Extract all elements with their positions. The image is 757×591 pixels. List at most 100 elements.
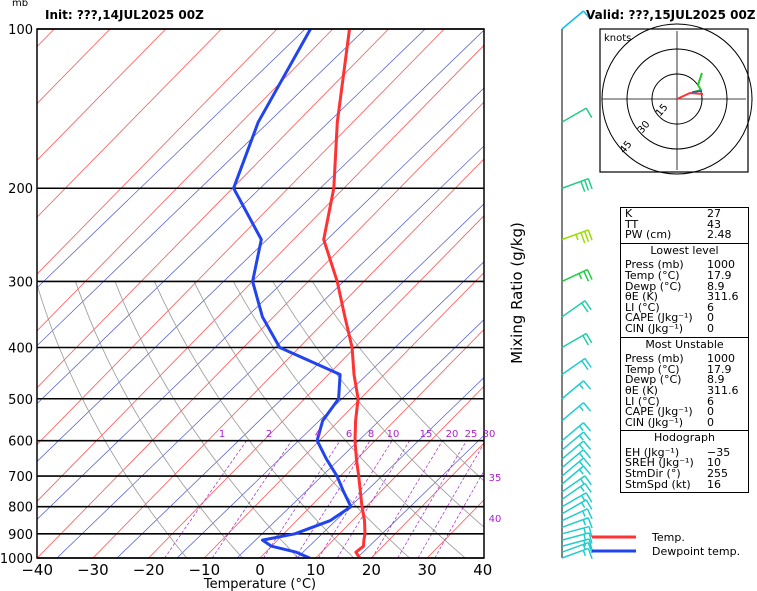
- wind-barb: [561, 517, 593, 529]
- hodograph-title: knots: [604, 33, 631, 44]
- mixing-ratio-line: [434, 470, 484, 558]
- barb-flag: [582, 380, 592, 390]
- section-title: Lowest level: [650, 243, 719, 257]
- mixing-ratio-line: [211, 440, 292, 558]
- mixing-ratio-label: 15: [420, 429, 433, 440]
- hodograph-frame: [599, 28, 749, 173]
- moist-adiabat-reference: [356, 434, 484, 558]
- barb-half-flag: [581, 510, 586, 517]
- temperature-tick-label: −10: [188, 561, 220, 579]
- stat-row: StmDir (°) 255: [621, 467, 748, 481]
- stat-row: Temp (°C) 17.9: [621, 362, 748, 376]
- stat-label: CIN (Jkg⁻¹): [625, 321, 684, 335]
- mixing-ratio-label: 8: [368, 429, 374, 440]
- stat-label: CAPE (Jkg⁻¹): [625, 311, 693, 325]
- barb-flag: [582, 10, 592, 20]
- stat-label: CAPE (Jkg⁻¹): [625, 405, 693, 419]
- axes: 1 2 4 6 8 10 15 20 25 303540100200300400500600700…: [0, 23, 526, 591]
- stat-label: Dewp (°C): [625, 373, 682, 387]
- barb-half-flag: [580, 495, 586, 501]
- temperature-tick-label: 40: [473, 561, 492, 579]
- isotherm: [92, 158, 484, 558]
- temperature-tick-label: 30: [418, 561, 437, 579]
- pressure-tick-label: 500: [8, 393, 33, 408]
- mixing-ratio-line: [397, 440, 467, 558]
- wind-barb: [561, 547, 593, 560]
- stat-row: CIN (Jkg⁻¹) 0: [621, 321, 748, 335]
- barb-flag: [583, 231, 590, 242]
- stat-label: StmDir (°): [625, 467, 681, 481]
- stat-label: CIN (Jkg⁻¹): [625, 415, 684, 429]
- temperature-tick-label: −40: [21, 561, 53, 579]
- lowest-level-section: Lowest level Press (mb) 1000 Temp (°C) 17.…: [621, 244, 748, 338]
- wind-barb: [561, 475, 592, 493]
- wind-barb: [561, 268, 593, 283]
- barb-half-flag: [582, 519, 587, 526]
- barb-half-flag: [582, 549, 587, 557]
- wind-barb: [561, 177, 593, 192]
- barb-flag: [582, 335, 590, 346]
- moist-adiabat-reference: [37, 29, 306, 289]
- barb-half-flag: [583, 540, 587, 547]
- barb-flag: [580, 232, 586, 244]
- barb-flag: [588, 538, 593, 550]
- legend-label-temp: Temp.: [652, 531, 685, 544]
- wind-barb: [561, 525, 593, 538]
- wind-barb: [561, 357, 592, 376]
- dry-adiabat: [232, 281, 466, 558]
- section-title: Hodograph: [654, 431, 715, 445]
- barb-staff: [561, 475, 586, 493]
- stat-value: 0: [707, 415, 714, 429]
- barb-staff: [561, 380, 584, 400]
- mixing-ratio-label: 4: [315, 429, 321, 440]
- stat-value: 1000: [707, 258, 735, 272]
- wind-barb: [561, 482, 592, 501]
- barb-half-flag: [579, 486, 585, 492]
- stat-label: Dewp (°C): [625, 279, 682, 293]
- mixing-ratio-line: [164, 440, 247, 558]
- barb-half-flag: [583, 527, 587, 534]
- index-label: PW (cm): [625, 228, 672, 242]
- mixing-ratio-label: 35: [489, 473, 502, 484]
- section-title: Most Unstable: [645, 337, 724, 351]
- index-value: 27: [707, 207, 721, 220]
- stat-label: LI (°C): [625, 300, 660, 314]
- barb-half-flag: [582, 544, 587, 551]
- mixing-ratio-line: [417, 442, 484, 558]
- hodograph-storm-trace: [676, 91, 704, 100]
- stat-value: 16: [707, 477, 721, 491]
- wind-barb: [561, 300, 592, 318]
- stat-value: 10: [707, 456, 721, 470]
- barb-flag: [585, 499, 593, 510]
- barb-flag: [582, 402, 592, 412]
- isobars: [37, 28, 484, 559]
- most-unstable-section: Most Unstable Press (mb) 1000 Temp (°C) 17…: [621, 338, 748, 432]
- barb-staff: [561, 229, 589, 241]
- wind-barb: [561, 508, 593, 522]
- mixing-ratio-label: 10: [387, 429, 400, 440]
- dry-adiabat: [75, 281, 243, 558]
- stat-label: Temp (°C): [625, 362, 680, 376]
- pressure-tick-label: 800: [8, 501, 33, 516]
- barb-staff: [561, 492, 587, 508]
- stat-row: StmSpd (kt) 16: [621, 477, 748, 491]
- index-value: 43: [707, 217, 721, 231]
- stat-label: StmSpd (kt): [625, 477, 691, 491]
- temperature-tick-label: 20: [362, 561, 381, 579]
- temperature-tick-label: 10: [306, 561, 325, 579]
- stat-label: SREH (Jkg⁻¹): [625, 456, 694, 470]
- barb-flag: [587, 229, 593, 241]
- barb-flag: [582, 457, 592, 467]
- isotherm: [37, 29, 278, 275]
- stat-value: 0: [707, 311, 714, 325]
- barb-flag: [582, 449, 592, 459]
- stat-row: Press (mb) 1000: [621, 260, 748, 271]
- wind-barb: [561, 541, 593, 554]
- wind-barb: [561, 10, 592, 30]
- index-label: K: [625, 207, 633, 220]
- stat-row: EH (Jkg⁻¹) −35: [621, 447, 748, 459]
- dewpoint-profile: [232, 29, 353, 558]
- barb-half-flag: [578, 452, 584, 459]
- wind-barb: [561, 499, 593, 515]
- pressure-tick-label: 400: [8, 341, 33, 356]
